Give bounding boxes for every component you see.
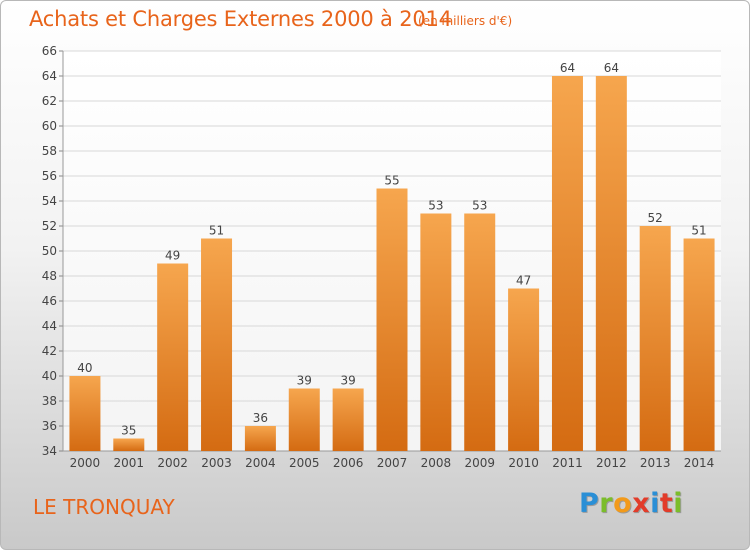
x-tick-label: 2003	[201, 456, 232, 470]
y-tick-label: 66	[42, 44, 57, 58]
bar	[113, 438, 145, 451]
data-label: 36	[253, 411, 268, 425]
bar	[420, 213, 452, 451]
data-label: 40	[77, 361, 92, 375]
data-label: 53	[472, 199, 487, 213]
x-tick-label: 2009	[464, 456, 495, 470]
data-label: 47	[516, 274, 531, 288]
y-tick-label: 58	[42, 144, 57, 158]
y-tick-label: 64	[42, 69, 57, 83]
y-tick-label: 62	[42, 94, 57, 108]
bar	[551, 76, 583, 451]
data-label: 51	[209, 224, 224, 238]
y-tick-label: 50	[42, 244, 57, 258]
bar	[464, 213, 496, 451]
x-tick-label: 2001	[114, 456, 145, 470]
data-label: 35	[121, 424, 136, 438]
proxiti-logo: Proxiti	[579, 488, 683, 519]
y-tick-label: 38	[42, 394, 57, 408]
data-label: 49	[165, 249, 180, 263]
bar	[595, 76, 627, 451]
chart-subtitle: (en milliers d'€)	[418, 14, 513, 28]
x-tick-label: 2005	[289, 456, 320, 470]
chart-title: Achats et Charges Externes 2000 à 2014	[29, 7, 452, 31]
bar	[201, 238, 233, 451]
data-label: 53	[428, 199, 443, 213]
y-tick-label: 44	[42, 319, 57, 333]
x-tick-label: 2010	[508, 456, 539, 470]
data-label: 51	[691, 224, 706, 238]
y-tick-label: 56	[42, 169, 57, 183]
logo-letter: P	[579, 488, 600, 519]
x-tick-label: 2013	[640, 456, 671, 470]
x-tick-label: 2002	[157, 456, 188, 470]
logo-letter: x	[632, 488, 651, 519]
data-label: 52	[648, 211, 663, 225]
bar	[157, 263, 189, 451]
y-tick-label: 54	[42, 194, 57, 208]
y-tick-label: 60	[42, 119, 57, 133]
data-label: 55	[384, 174, 399, 188]
y-tick-label: 42	[42, 344, 57, 358]
y-tick-label: 52	[42, 219, 57, 233]
place-name: LE TRONQUAY	[33, 495, 175, 519]
y-tick-label: 40	[42, 369, 57, 383]
bar	[508, 288, 540, 451]
y-tick-label: 34	[42, 444, 57, 458]
x-tick-label: 2011	[552, 456, 583, 470]
logo-letter: o	[613, 488, 633, 519]
bar	[288, 388, 320, 451]
logo-letter: t	[659, 488, 674, 519]
x-tick-label: 2014	[684, 456, 715, 470]
bar	[683, 238, 715, 451]
y-tick-label: 36	[42, 419, 57, 433]
x-tick-label: 2008	[421, 456, 452, 470]
x-tick-label: 2012	[596, 456, 627, 470]
bar	[69, 376, 101, 451]
x-tick-label: 2004	[245, 456, 276, 470]
x-tick-label: 2007	[377, 456, 408, 470]
y-tick-label: 48	[42, 269, 57, 283]
bar	[639, 226, 671, 451]
logo-letter: r	[599, 488, 614, 519]
data-label: 39	[340, 374, 355, 388]
bar	[332, 388, 364, 451]
bar	[376, 188, 408, 451]
data-label: 39	[297, 374, 312, 388]
data-label: 64	[560, 61, 575, 75]
logo-letter: i	[673, 488, 684, 519]
x-tick-label: 2006	[333, 456, 364, 470]
x-tick-label: 2000	[70, 456, 101, 470]
y-tick-label: 46	[42, 294, 57, 308]
data-label: 64	[604, 61, 619, 75]
bar	[244, 426, 276, 451]
logo-letter: i	[650, 488, 660, 519]
